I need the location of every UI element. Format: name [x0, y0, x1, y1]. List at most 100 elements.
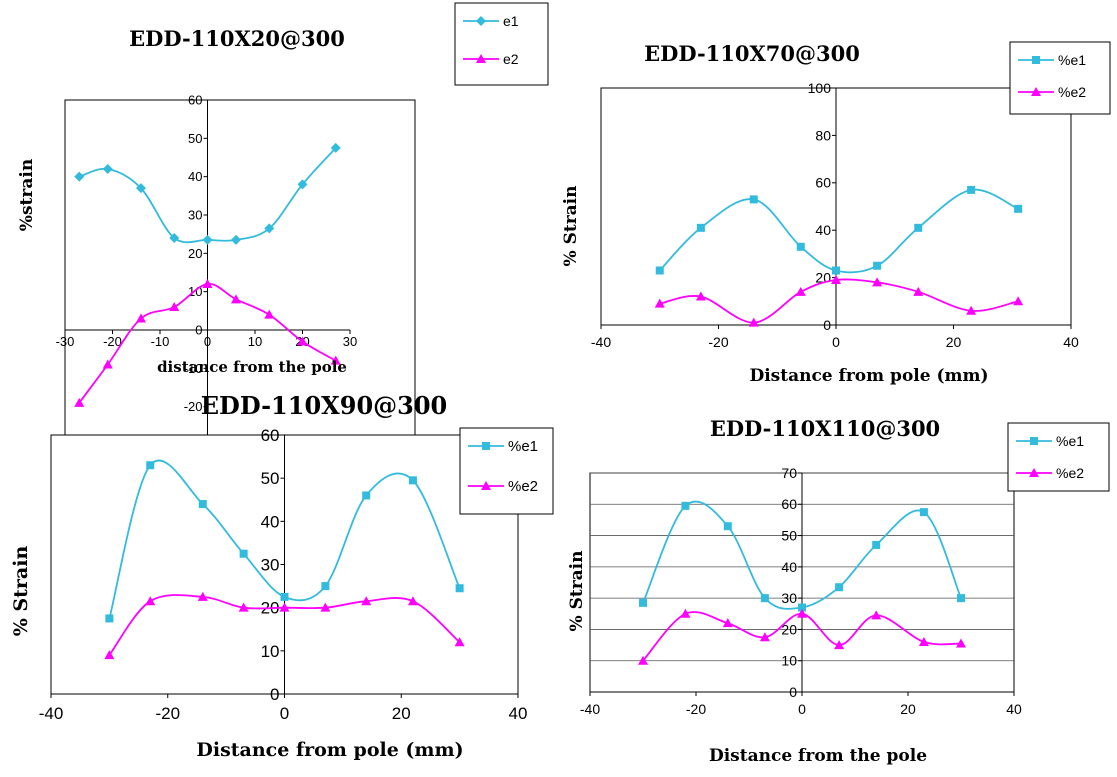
data-point [361, 596, 372, 606]
y-tick-label: 30 [261, 555, 280, 574]
y-tick-label: 40 [781, 559, 797, 575]
data-point [455, 584, 464, 593]
legend-marker [482, 442, 490, 450]
legend: %e1 %e2 [1009, 41, 1111, 115]
y-axis-label: % Strain [567, 551, 587, 632]
y-tick-label: 0 [270, 685, 279, 704]
x-tick-label: 0 [280, 704, 289, 723]
x-tick-label: 0 [832, 334, 840, 350]
y-axis-label: % Strain [561, 186, 581, 267]
legend-marker [476, 54, 486, 63]
x-tick-label: 0 [798, 701, 806, 717]
data-point [231, 234, 241, 245]
x-tick-label: -20 [686, 701, 706, 717]
data-point [696, 223, 705, 232]
data-point [202, 234, 213, 245]
y-tick-label: 10 [261, 642, 280, 661]
chart-title: EDD-110X90@300 [201, 391, 448, 420]
x-tick-label: -20 [708, 334, 728, 350]
data-point [239, 549, 248, 558]
y-tick-label: 50 [188, 131, 202, 146]
legend-box [454, 2, 549, 86]
data-point [913, 286, 924, 296]
data-point [1013, 296, 1024, 306]
data-point [454, 637, 465, 647]
x-tick-label: 20 [900, 701, 916, 717]
data-point [914, 223, 923, 232]
x-tick-label: 20 [946, 334, 962, 350]
y-axis-label: %strain [17, 159, 37, 231]
data-point [264, 223, 275, 234]
data-point [680, 608, 691, 618]
y-tick-label: 40 [261, 512, 280, 531]
x-tick-label: -40 [580, 701, 600, 717]
legend-label: %e2 [508, 478, 538, 495]
x-tick-label: -40 [591, 334, 611, 350]
x-axis-label: Distance from pole (mm) [749, 366, 988, 386]
data-point [835, 583, 844, 592]
data-point [102, 164, 113, 174]
data-point [749, 195, 758, 204]
data-point [202, 279, 213, 288]
data-point [198, 500, 207, 509]
y-tick-label: 20 [188, 246, 202, 261]
data-point [330, 142, 341, 153]
legend-label: %e1 [508, 438, 538, 455]
x-tick-label: -10 [151, 334, 170, 349]
legend-marker [476, 16, 486, 26]
data-point [362, 491, 371, 500]
data-point [956, 638, 966, 648]
data-point [795, 286, 806, 296]
chart-4: 0 10 20 30 40 50 60 70 -40 -20 0 20 40 EDD-110X110@30… [567, 416, 1110, 766]
data-point [102, 359, 113, 369]
x-axis-label: Distance from pole (mm) [196, 739, 463, 761]
data-point [330, 355, 341, 365]
y-tick-label: 100 [808, 80, 832, 96]
y-tick-label: 50 [261, 469, 280, 488]
data-point [798, 603, 806, 612]
legend-label: %e2 [1056, 465, 1084, 481]
series-%e1 [639, 500, 965, 612]
data-point [136, 313, 146, 323]
y-tick-label: 30 [781, 590, 797, 606]
y-tick-label: 20 [781, 621, 797, 637]
legend-marker [1029, 468, 1039, 477]
y-tick-label: 80 [815, 127, 831, 143]
data-point [145, 596, 156, 606]
chart-title: EDD-110X110@300 [710, 416, 940, 441]
data-point [280, 592, 289, 601]
y-tick-label: -10 [184, 361, 203, 376]
data-point [871, 610, 882, 620]
x-tick-label: -40 [39, 704, 64, 723]
data-point [918, 636, 929, 646]
legend-marker [1032, 56, 1040, 64]
data-point [967, 185, 976, 194]
x-tick-label: -20 [155, 704, 180, 723]
y-tick-label: 0 [195, 323, 202, 338]
y-tick-label: 60 [781, 496, 797, 512]
data-point [655, 266, 664, 275]
y-tick-label: 50 [781, 527, 797, 543]
x-tick-label: 40 [1063, 334, 1079, 350]
data-point [695, 291, 706, 301]
series-%e1 [105, 459, 464, 623]
data-point [408, 476, 417, 485]
y-tick-label: 60 [815, 175, 831, 191]
y-tick-label: 40 [188, 169, 202, 184]
data-point [136, 183, 146, 194]
data-point [966, 305, 977, 315]
legend: %e1 %e2 [1007, 422, 1110, 492]
data-point [238, 602, 249, 612]
data-point [105, 614, 114, 623]
data-point [748, 317, 759, 327]
legend: %e1 %e2 [459, 427, 554, 515]
y-tick-label: 70 [781, 465, 797, 481]
legend-label: %e2 [1058, 84, 1086, 100]
data-point [638, 655, 648, 665]
legend-label: %e1 [1058, 52, 1086, 68]
data-point [873, 261, 882, 270]
data-point [231, 294, 241, 304]
y-tick-label: 60 [188, 93, 202, 108]
y-tick-label: 0 [789, 684, 797, 700]
